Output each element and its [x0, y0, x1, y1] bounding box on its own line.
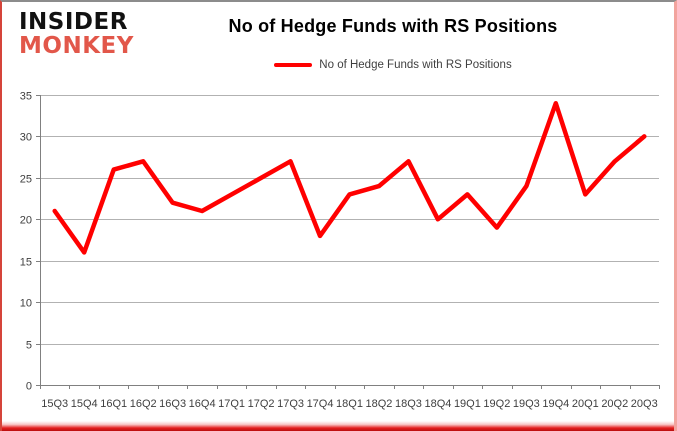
x-tick-label: 17Q3	[277, 398, 304, 410]
insider-monkey-logo: INSIDER MONKEY	[19, 10, 134, 58]
logo-line-insider: INSIDER	[19, 9, 128, 35]
x-tick-label: 20Q2	[601, 398, 628, 410]
x-tick-label: 15Q4	[71, 398, 98, 410]
x-tick-label: 19Q3	[513, 398, 540, 410]
x-tick-label: 15Q3	[41, 398, 68, 410]
x-tick-label: 19Q4	[542, 398, 569, 410]
y-tick-label: 35	[20, 91, 32, 103]
y-tick-label: 30	[20, 132, 32, 144]
x-tick-label: 17Q4	[307, 398, 334, 410]
chart-legend: No of Hedge Funds with RS Positions	[132, 59, 654, 71]
x-tick-label: 17Q1	[218, 398, 245, 410]
x-tick-label: 16Q4	[189, 398, 216, 410]
x-tick-label: 16Q1	[100, 398, 127, 410]
x-tick-label: 17Q2	[248, 398, 275, 410]
x-tick-label: 18Q2	[366, 398, 393, 410]
legend-line-swatch-icon	[274, 63, 313, 67]
series-line	[52, 101, 647, 255]
y-tick-label: 10	[20, 298, 32, 310]
y-tick-label: 25	[20, 174, 32, 186]
y-tick-label: 0	[26, 381, 32, 393]
x-tick-label: 18Q1	[336, 398, 363, 410]
x-tick-label: 18Q4	[424, 398, 451, 410]
legend-label: No of Hedge Funds with RS Positions	[319, 59, 512, 71]
y-tick-label: 15	[20, 257, 32, 269]
logo-line-monkey: MONKEY	[19, 33, 134, 59]
x-tick-label: 16Q3	[159, 398, 186, 410]
x-tick-label: 19Q2	[483, 398, 510, 410]
y-tick-label: 20	[20, 215, 32, 227]
x-tick-label: 16Q2	[130, 398, 157, 410]
y-tick-label: 5	[26, 340, 32, 352]
x-tick-label: 19Q1	[454, 398, 481, 410]
x-tick-label: 18Q3	[395, 398, 422, 410]
x-tick-label: 20Q1	[572, 398, 599, 410]
chart-title: No of Hedge Funds with RS Positions	[228, 16, 558, 36]
x-tick-label: 20Q3	[631, 398, 658, 410]
